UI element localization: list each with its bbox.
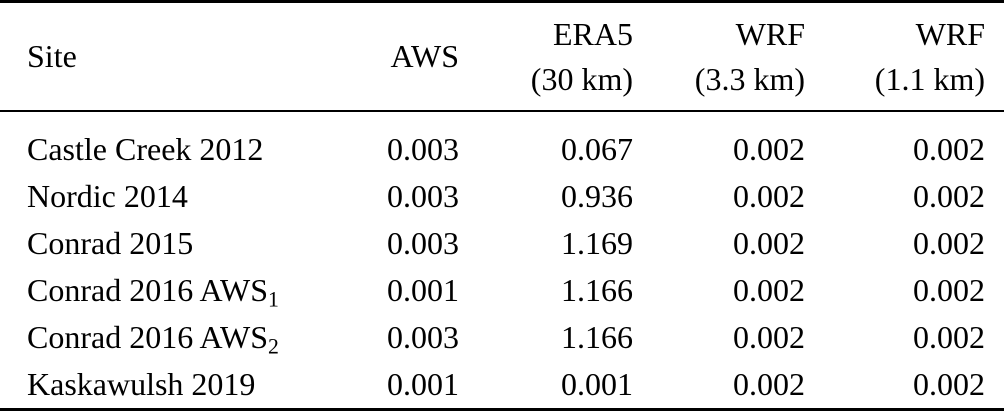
column-label: WRF (735, 15, 805, 52)
value-cell-aws: 0.003 (387, 131, 459, 167)
table-body: Castle Creek 2012 0.003 0.067 0.002 0.00… (0, 111, 1004, 410)
value-cell-wrf-3-3km: 0.002 (733, 225, 805, 261)
site-cell: Conrad 2016 AWS2 (0, 314, 358, 361)
value-cell-era5-30km: 0.067 (561, 131, 633, 167)
site-label: Castle Creek 2012 (27, 131, 264, 167)
table-row-kaskawulsh-2019: Kaskawulsh 2019 0.001 0.001 0.002 0.002 (0, 361, 1004, 410)
table-row-conrad-2016-aws2: Conrad 2016 AWS2 0.003 1.166 0.002 0.002 (0, 314, 1004, 361)
column-header-wrf-3-3km: WRF (3.3 km) (633, 1, 805, 112)
value-cell-aws: 0.001 (387, 366, 459, 402)
value-cell-wrf-3-3km: 0.002 (733, 272, 805, 308)
value-cell-wrf-3-3km: 0.002 (733, 131, 805, 167)
value-cell-era5-30km: 1.169 (561, 225, 633, 261)
site-cell: Nordic 2014 (0, 173, 358, 220)
value-cell-era5-30km: 1.166 (561, 272, 633, 308)
value-cell-aws: 0.001 (387, 272, 459, 308)
value-cell-wrf-1-1km: 0.002 (913, 319, 985, 355)
column-label: AWS (390, 38, 459, 74)
table-row-castle-creek-2012: Castle Creek 2012 0.003 0.067 0.002 0.00… (0, 111, 1004, 173)
value-cell-wrf-1-1km: 0.002 (913, 366, 985, 402)
table-header: Site AWS ERA5 (30 km) WRF (3.3 km) WRF (0, 1, 1004, 112)
column-header-aws: AWS (358, 1, 459, 112)
column-label: ERA5 (553, 15, 633, 52)
value-cell-wrf-1-1km: 0.002 (913, 272, 985, 308)
value-cell-aws: 0.003 (387, 225, 459, 261)
value-cell-wrf-1-1km: 0.002 (913, 178, 985, 214)
value-cell-wrf-3-3km: 0.002 (733, 319, 805, 355)
column-header-site: Site (0, 1, 358, 112)
value-cell-wrf-1-1km: 0.002 (913, 225, 985, 261)
site-cell: Castle Creek 2012 (0, 111, 358, 173)
value-cell-era5-30km: 0.001 (561, 366, 633, 402)
value-cell-aws: 0.003 (387, 319, 459, 355)
site-label: Conrad 2015 (27, 225, 194, 261)
site-cell: Kaskawulsh 2019 (0, 361, 358, 410)
column-label: Site (27, 38, 77, 74)
site-label: Nordic 2014 (27, 178, 188, 214)
table-row-nordic-2014: Nordic 2014 0.003 0.936 0.002 0.002 (0, 173, 1004, 220)
header-row: Site AWS ERA5 (30 km) WRF (3.3 km) WRF (0, 1, 1004, 112)
value-cell-wrf-3-3km: 0.002 (733, 366, 805, 402)
column-unit: (1.1 km) (874, 60, 985, 97)
site-cell: Conrad 2015 (0, 220, 358, 267)
column-header-wrf-1-1km: WRF (1.1 km) (805, 1, 1004, 112)
site-cell: Conrad 2016 AWS1 (0, 267, 358, 314)
site-label: Conrad 2016 AWS (27, 319, 268, 355)
column-label: WRF (915, 15, 985, 52)
site-subscript: 2 (267, 334, 279, 359)
value-cell-aws: 0.003 (387, 178, 459, 214)
site-label: Kaskawulsh 2019 (27, 366, 256, 402)
column-unit: (3.3 km) (694, 60, 805, 97)
site-label: Conrad 2016 AWS (27, 272, 268, 308)
column-header-era5-30km: ERA5 (30 km) (459, 1, 633, 112)
table-row-conrad-2016-aws1: Conrad 2016 AWS1 0.001 1.166 0.002 0.002 (0, 267, 1004, 314)
value-cell-era5-30km: 1.166 (561, 319, 633, 355)
value-cell-era5-30km: 0.936 (561, 178, 633, 214)
value-cell-wrf-1-1km: 0.002 (913, 131, 985, 167)
column-unit: (30 km) (530, 60, 633, 97)
table-row-conrad-2015: Conrad 2015 0.003 1.169 0.002 0.002 (0, 220, 1004, 267)
site-subscript: 1 (267, 287, 279, 312)
value-cell-wrf-3-3km: 0.002 (733, 178, 805, 214)
